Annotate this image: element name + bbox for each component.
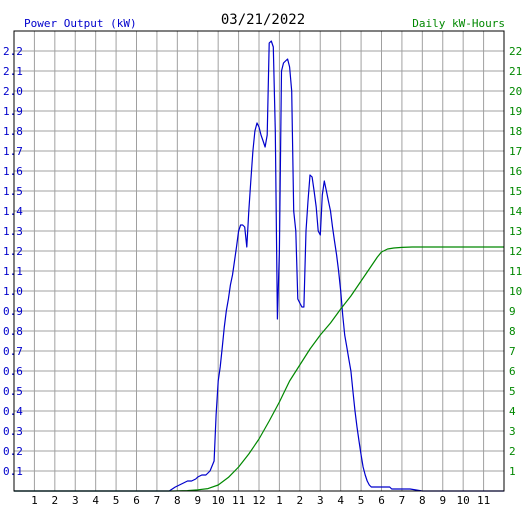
- left-tick-label: 1.8: [3, 125, 23, 138]
- right-tick-label: 5: [509, 385, 516, 398]
- left-tick-label: 0.2: [3, 445, 23, 458]
- x-tick-label: 10: [457, 494, 470, 507]
- right-tick-label: 8: [509, 325, 516, 338]
- left-tick-label: 1.3: [3, 225, 23, 238]
- left-tick-label: 0.5: [3, 385, 23, 398]
- series-line-power-output: [14, 40, 504, 492]
- x-tick-label: 3: [72, 494, 79, 507]
- right-tick-label: 1: [509, 465, 516, 478]
- left-tick-label: 0.7: [3, 345, 23, 358]
- x-tick-label: 6: [133, 494, 140, 507]
- left-tick-label: 1.0: [3, 285, 23, 298]
- right-tick-label: 10: [509, 285, 522, 298]
- right-tick-label: 9: [509, 305, 516, 318]
- left-tick-label: 0.8: [3, 325, 23, 338]
- left-tick-label: 0.6: [3, 365, 23, 378]
- right-tick-label: 19: [509, 105, 522, 118]
- x-tick-label: 3: [317, 494, 324, 507]
- right-tick-label: 14: [509, 205, 523, 218]
- x-tick-label: 7: [399, 494, 406, 507]
- x-tick-label: 1: [31, 494, 38, 507]
- right-tick-label: 18: [509, 125, 522, 138]
- right-tick-label: 7: [509, 345, 516, 358]
- x-tick-label: 2: [52, 494, 59, 507]
- right-tick-label: 3: [509, 425, 516, 438]
- chart-date: 03/21/2022: [221, 12, 305, 28]
- series-line-daily-kwh: [14, 246, 504, 492]
- left-tick-label: 1.7: [3, 145, 23, 158]
- left-tick-label: 1.5: [3, 185, 23, 198]
- left-tick-labels: 0.1 0.2 0.3 0.4 0.5 0.6 0.7 0.8 0.9 1.0 1.1 1.2 1.3 1…: [3, 45, 23, 478]
- left-tick-label: 0.1: [3, 465, 23, 478]
- grid: [14, 31, 504, 491]
- left-tick-label: 1.6: [3, 165, 23, 178]
- x-tick-label: 4: [337, 494, 344, 507]
- left-tick-label: 1.2: [3, 245, 23, 258]
- x-tick-label: 7: [154, 494, 161, 507]
- right-tick-label: 13: [509, 225, 522, 238]
- right-axis-title: Daily kW-Hours: [412, 17, 505, 30]
- x-tick-label: 9: [439, 494, 446, 507]
- x-tick-label: 5: [358, 494, 365, 507]
- left-tick-label: 2.1: [3, 65, 23, 78]
- x-tick-label: 12: [252, 494, 265, 507]
- series-layer: [14, 40, 504, 492]
- left-tick-label: 1.1: [3, 265, 23, 278]
- right-tick-label: 12: [509, 245, 522, 258]
- x-tick-labels: 1 2 3 4 5 6 7 8 9 10 11 12 1 2 3 4 5 6 7 8 9 10 11: [31, 494, 490, 507]
- left-axis-title: Power Output (kW): [24, 17, 137, 30]
- left-tick-label: 0.3: [3, 425, 23, 438]
- right-tick-label: 20: [509, 85, 522, 98]
- left-tick-label: 0.9: [3, 305, 23, 318]
- x-tick-label: 4: [92, 494, 99, 507]
- right-tick-label: 6: [509, 365, 516, 378]
- x-tick-label: 1: [276, 494, 283, 507]
- right-tick-label: 17: [509, 145, 522, 158]
- plot-frame: [13, 30, 505, 492]
- right-tick-label: 4: [509, 405, 516, 418]
- left-tick-label: 2.0: [3, 85, 23, 98]
- left-tick-label: 1.4: [3, 205, 23, 218]
- x-tick-label: 10: [212, 494, 225, 507]
- right-tick-label: 2: [509, 445, 516, 458]
- x-tick-label: 11: [477, 494, 490, 507]
- left-tick-label: 2.2: [3, 45, 23, 58]
- left-tick-label: 1.9: [3, 105, 23, 118]
- x-tick-label: 9: [194, 494, 201, 507]
- x-tick-label: 8: [419, 494, 426, 507]
- right-tick-label: 22: [509, 45, 522, 58]
- x-tick-label: 6: [378, 494, 385, 507]
- right-tick-label: 16: [509, 165, 522, 178]
- left-tick-label: 0.4: [3, 405, 23, 418]
- x-tick-label: 2: [297, 494, 304, 507]
- x-tick-label: 5: [113, 494, 120, 507]
- right-tick-label: 21: [509, 65, 522, 78]
- right-tick-label: 11: [509, 265, 522, 278]
- right-tick-label: 15: [509, 185, 522, 198]
- x-tick-label: 11: [232, 494, 245, 507]
- x-tick-label: 8: [174, 494, 181, 507]
